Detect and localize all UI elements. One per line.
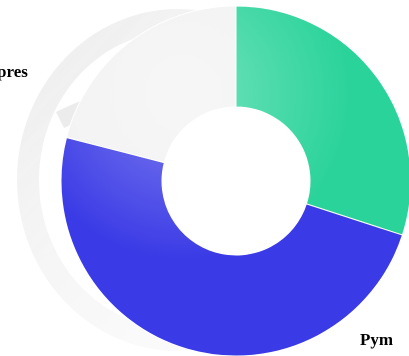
slice-label-pres: pres <box>0 62 28 81</box>
donut-hole <box>162 107 310 255</box>
slice-label-pym: Pym <box>360 330 394 349</box>
